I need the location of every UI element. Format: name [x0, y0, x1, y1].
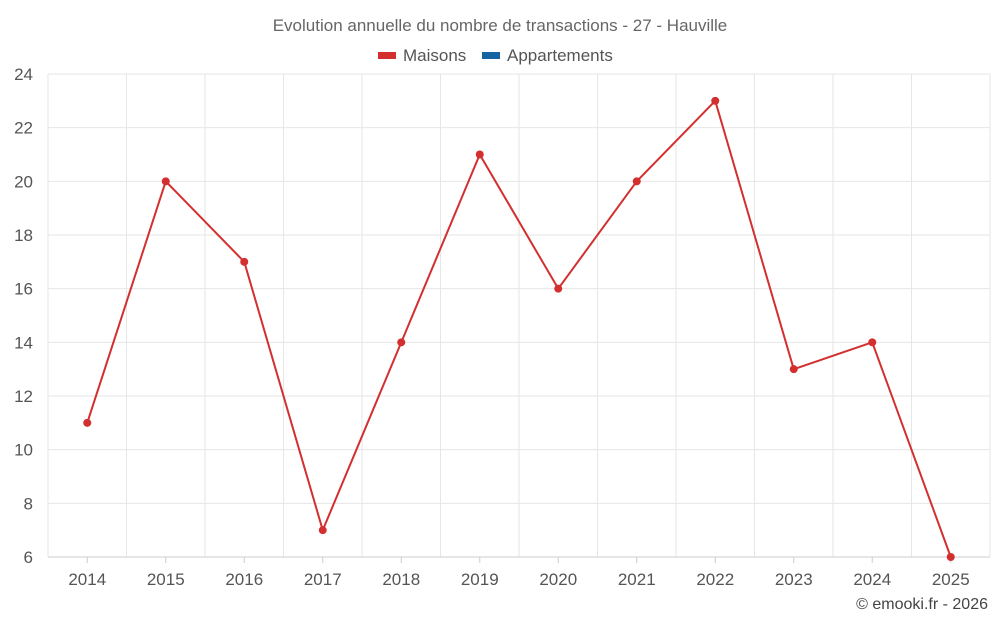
y-tick-label: 18 — [14, 226, 33, 245]
data-point[interactable] — [83, 418, 92, 427]
x-tick-label: 2015 — [147, 570, 185, 589]
series-line-maisons — [86, 99, 952, 558]
data-point[interactable] — [397, 338, 406, 347]
chart-title: Evolution annuelle du nombre de transact… — [273, 16, 728, 35]
x-tick-label: 2014 — [68, 570, 106, 589]
y-tick-label: 10 — [14, 441, 33, 460]
data-point[interactable] — [868, 338, 877, 347]
x-tick-label: 2018 — [382, 570, 420, 589]
x-tick-label: 2023 — [775, 570, 813, 589]
x-tick-label: 2022 — [696, 570, 734, 589]
data-point[interactable] — [318, 526, 327, 535]
x-tick-label: 2019 — [461, 570, 499, 589]
data-point[interactable] — [554, 284, 563, 293]
credit-text: © emooki.fr - 2026 — [856, 596, 988, 613]
x-tick-label: 2025 — [932, 570, 970, 589]
y-tick-label: 14 — [14, 333, 33, 352]
legend: Maisons Appartements — [378, 46, 613, 65]
data-point[interactable] — [946, 553, 955, 561]
data-point[interactable] — [240, 257, 249, 266]
x-tick-label: 2024 — [853, 570, 891, 589]
data-point[interactable] — [632, 177, 641, 186]
x-tick-label: 2021 — [618, 570, 656, 589]
y-tick-label: 16 — [14, 280, 33, 299]
data-point[interactable] — [161, 177, 170, 186]
data-point[interactable] — [711, 96, 720, 105]
x-tick-label: 2020 — [539, 570, 577, 589]
x-tick-label: 2016 — [225, 570, 263, 589]
y-tick-label: 22 — [14, 119, 33, 138]
legend-label-maisons[interactable]: Maisons — [403, 46, 466, 65]
legend-swatch-maisons[interactable] — [378, 52, 396, 59]
y-tick-label: 8 — [24, 494, 33, 513]
y-tick-label: 24 — [14, 65, 33, 84]
series — [83, 96, 955, 561]
y-tick-label: 20 — [14, 172, 33, 191]
data-point[interactable] — [475, 150, 484, 159]
y-tick-label: 12 — [14, 387, 33, 406]
data-point[interactable] — [789, 365, 798, 374]
grid — [47, 73, 991, 558]
x-tick-label: 2017 — [304, 570, 342, 589]
legend-label-appartements[interactable]: Appartements — [507, 46, 613, 65]
legend-swatch-appartements[interactable] — [482, 52, 500, 59]
y-tick-label: 6 — [24, 548, 33, 567]
